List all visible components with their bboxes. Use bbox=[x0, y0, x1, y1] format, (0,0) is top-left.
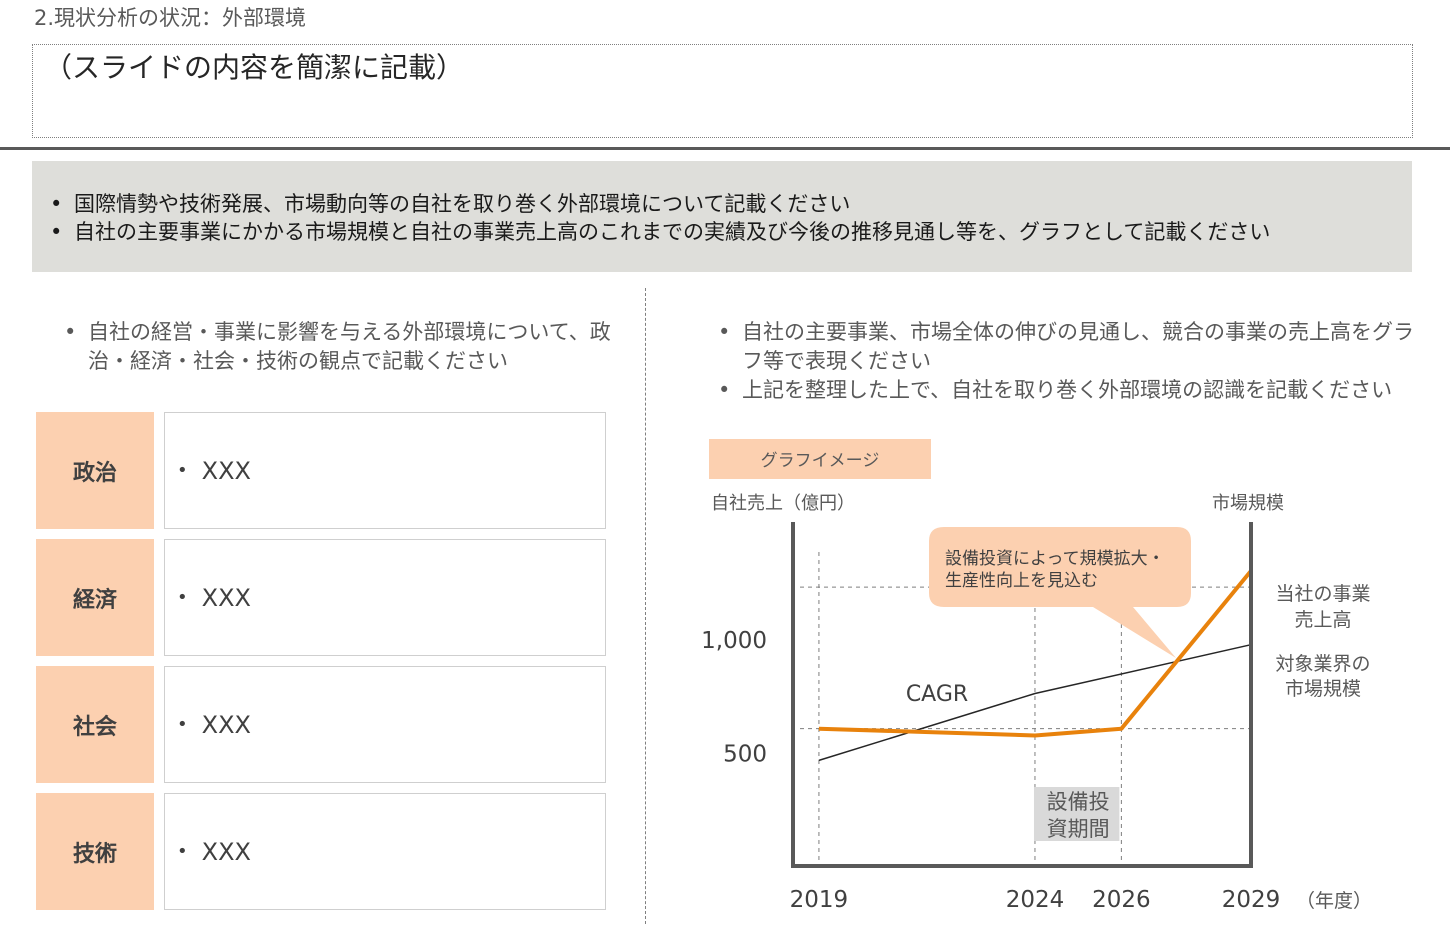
series-label-market: 市場規模 bbox=[1285, 678, 1361, 700]
callout-bubble bbox=[929, 527, 1191, 658]
right-bullet: 自社の主要事業、市場全体の伸びの見通し、競合の事業の売上高をグラフ等で表現くださ… bbox=[712, 318, 1422, 376]
investment-period-box bbox=[1033, 787, 1120, 841]
left-bullet-list: 自社の経営・事業に影響を与える外部環境について、政治・経済・社会・技術の観点で記… bbox=[58, 318, 628, 376]
x-tick-label: 2019 bbox=[790, 887, 849, 913]
right-bullet: 上記を整理した上で、自社を取り巻く外部環境の認識を記載ください bbox=[712, 376, 1422, 405]
x-tick-label: 2024 bbox=[1006, 887, 1065, 913]
x-axis-unit: （年度） bbox=[1296, 890, 1372, 912]
x-tick-labels: 2019 2024 2026 2029 bbox=[790, 887, 1281, 913]
investment-period-label: 設備投 bbox=[1047, 790, 1110, 814]
summary-box[interactable] bbox=[32, 44, 1413, 138]
pest-value: XXX bbox=[201, 456, 251, 485]
instruction-item: 自社の主要事業にかかる市場規模と自社の事業売上高のこれまでの実績及び今後の推移見… bbox=[44, 218, 1270, 246]
chart-axes bbox=[791, 522, 1253, 868]
summary-text: （スライドの内容を簡潔に記載） bbox=[44, 51, 465, 84]
column-divider bbox=[645, 288, 646, 924]
investment-period-label: 資期間 bbox=[1047, 817, 1110, 841]
instruction-item: 国際情勢や技術発展、市場動向等の自社を取り巻く外部環境について記載ください bbox=[44, 190, 1270, 218]
bullet-dot: • bbox=[177, 460, 188, 481]
pest-label-politics: 政治 bbox=[36, 412, 154, 529]
bullet-dot: • bbox=[177, 714, 188, 735]
callout-text: 設備投資によって規模拡大・ bbox=[945, 549, 1165, 569]
chart-badge-bg bbox=[709, 439, 931, 479]
y-tick-labels: 1,000 500 bbox=[701, 628, 767, 768]
left-bullet: 自社の経営・事業に影響を与える外部環境について、政治・経済・社会・技術の観点で記… bbox=[58, 318, 628, 376]
series-line-company-sales bbox=[818, 569, 1253, 738]
horizontal-gridlines bbox=[800, 586, 1251, 730]
pest-label-economy: 経済 bbox=[36, 539, 154, 656]
pest-box-economy[interactable]: • XXX bbox=[164, 539, 606, 656]
pest-label-society: 社会 bbox=[36, 666, 154, 783]
right-bullet-list: 自社の主要事業、市場全体の伸びの見通し、競合の事業の売上高をグラフ等で表現くださ… bbox=[712, 318, 1422, 405]
series-label-company: 売上高 bbox=[1294, 609, 1351, 631]
y-tick-label: 1,000 bbox=[701, 628, 767, 654]
pest-value: XXX bbox=[201, 710, 251, 739]
pest-value: XXX bbox=[201, 583, 251, 612]
y-axis-label-left: 自社売上（億円） bbox=[711, 493, 855, 514]
callout-text: 生産性向上を見込む bbox=[945, 571, 1098, 591]
pest-box-technology[interactable]: • XXX bbox=[164, 793, 606, 910]
bullet-dot: • bbox=[177, 587, 188, 608]
pest-box-society[interactable]: • XXX bbox=[164, 666, 606, 783]
cagr-label: CAGR bbox=[906, 682, 968, 707]
pest-label-technology: 技術 bbox=[36, 793, 154, 910]
series-line-market-size bbox=[818, 643, 1252, 762]
series-label-company: 当社の事業 bbox=[1275, 583, 1370, 605]
series-label-market: 対象業界の bbox=[1275, 653, 1370, 675]
header-divider bbox=[0, 147, 1450, 150]
x-tick-label: 2026 bbox=[1092, 887, 1151, 913]
pest-value: XXX bbox=[201, 837, 251, 866]
breadcrumb: 2.現状分析の状況：外部環境 bbox=[34, 6, 307, 30]
chart-badge: グラフイメージ bbox=[761, 451, 880, 471]
instruction-list: 国際情勢や技術発展、市場動向等の自社を取り巻く外部環境について記載ください 自社… bbox=[44, 190, 1270, 246]
pest-box-politics[interactable]: • XXX bbox=[164, 412, 606, 529]
bullet-dot: • bbox=[177, 841, 188, 862]
y-axis-label-right: 市場規模 bbox=[1212, 493, 1284, 514]
y-tick-label: 500 bbox=[723, 742, 767, 768]
x-tick-label: 2029 bbox=[1222, 887, 1281, 913]
